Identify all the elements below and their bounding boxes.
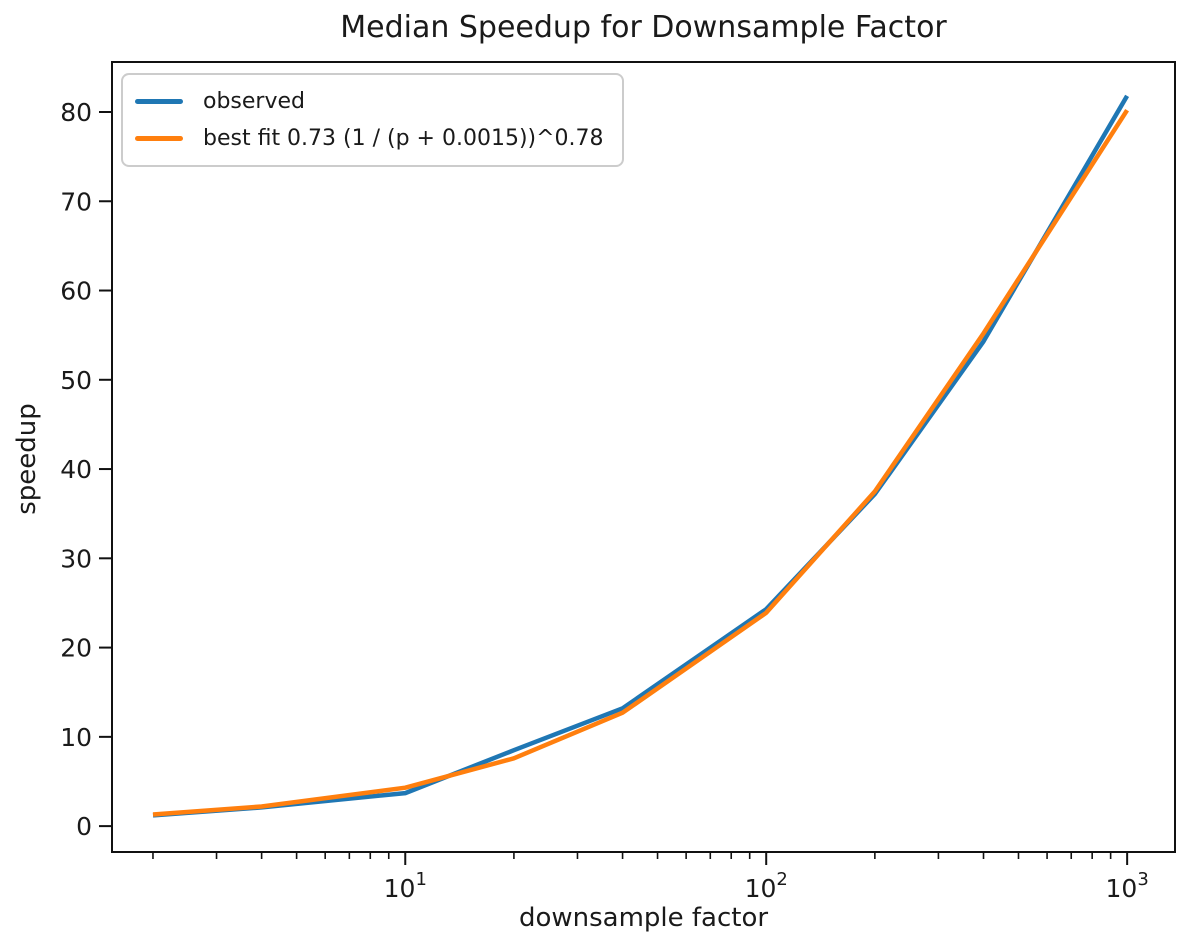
- svg-text:0: 0: [76, 812, 92, 841]
- svg-text:50: 50: [60, 366, 92, 395]
- svg-text:10: 10: [60, 723, 92, 752]
- svg-text:103: 103: [1106, 869, 1149, 903]
- legend-item-best-fit: best fit 0.73 (1 / (p + 0.0015))^0.78: [135, 126, 604, 151]
- legend: observed best fit 0.73 (1 / (p + 0.0015)…: [121, 73, 624, 167]
- svg-text:20: 20: [60, 634, 92, 663]
- legend-line-observed-icon: [135, 99, 183, 104]
- svg-text:40: 40: [60, 455, 92, 484]
- svg-text:70: 70: [60, 187, 92, 216]
- svg-text:102: 102: [745, 869, 788, 903]
- svg-text:30: 30: [60, 544, 92, 573]
- x-axis-label: downsample factor: [518, 903, 769, 933]
- svg-text:101: 101: [384, 869, 427, 903]
- legend-item-observed: observed: [135, 89, 604, 114]
- chart-title: Median Speedup for Downsample Factor: [340, 10, 947, 45]
- legend-label-best-fit: best fit 0.73 (1 / (p + 0.0015))^0.78: [203, 126, 604, 151]
- legend-label-observed: observed: [203, 89, 305, 114]
- svg-text:80: 80: [60, 98, 92, 127]
- svg-text:60: 60: [60, 277, 92, 306]
- legend-line-best-fit-icon: [135, 136, 183, 141]
- y-axis-label: speedup: [12, 403, 42, 515]
